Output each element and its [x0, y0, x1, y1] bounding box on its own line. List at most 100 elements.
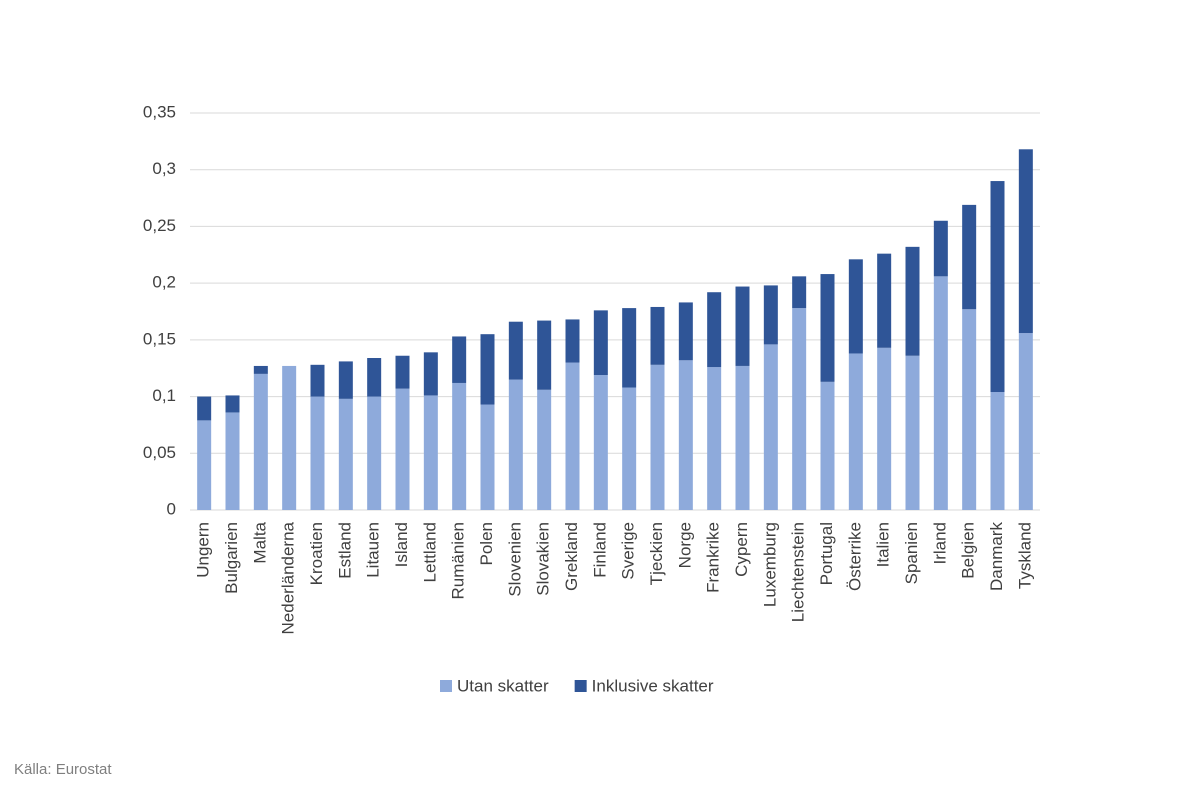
bar-segment [792, 308, 807, 510]
bar-segment [1018, 149, 1033, 334]
x-tick-label: Portugal [817, 522, 836, 585]
bar-segment [310, 364, 325, 397]
bar-segment [848, 353, 863, 510]
bar-segment [537, 320, 552, 390]
bar-segment [593, 375, 608, 510]
x-tick-label: Finland [590, 522, 609, 578]
bar-segment [820, 381, 835, 510]
bar-segment [962, 204, 977, 310]
source: Källa: Eurostat [14, 761, 112, 778]
bar-segment [933, 220, 948, 277]
bar-segment [877, 253, 892, 348]
y-tick-label: 0,05 [143, 443, 176, 462]
bar-segment [338, 398, 353, 510]
x-tick-label: Cypern [732, 522, 751, 577]
bar-segment [848, 259, 863, 354]
bar-segment [452, 382, 467, 510]
bar-segment [933, 276, 948, 510]
x-tick-label: Ungern [194, 522, 213, 578]
x-tick-label: Nederländerna [279, 521, 298, 634]
x-tick-label: Kroatien [307, 522, 326, 585]
bar-segment [990, 181, 1005, 393]
bar-segment [197, 420, 212, 510]
bar-segment [197, 396, 212, 421]
x-tick-label: Spanien [902, 522, 921, 584]
y-tick-label: 0 [167, 499, 176, 518]
bar-segment [735, 365, 750, 510]
bar-segment [480, 404, 495, 510]
legend-swatch [440, 680, 452, 692]
bar-segment [905, 355, 920, 510]
bar-segment [990, 392, 1005, 510]
bar-segment [678, 302, 693, 361]
bar-segment [225, 395, 240, 413]
legend-swatch [574, 680, 587, 692]
x-tick-label: Italien [874, 522, 893, 567]
x-tick-label: Estland [335, 522, 354, 579]
x-tick-label: Litauen [364, 522, 383, 578]
x-tick-label: Polen [477, 522, 496, 565]
bar-segment [763, 285, 778, 345]
x-tick-label: Malta [250, 521, 269, 563]
bar-segment [310, 396, 325, 510]
y-tick-label: 0,1 [152, 386, 176, 405]
x-tick-label: Danmark [987, 522, 1006, 591]
x-tick-label: Slovakien [534, 522, 553, 596]
x-tick-label: Luxemburg [760, 522, 779, 607]
y-tick-label: 0,3 [152, 159, 176, 178]
x-tick-label: Grekland [562, 522, 581, 591]
bar-segment [622, 308, 637, 388]
y-tick-label: 0,15 [143, 329, 176, 348]
x-tick-label: Tyskland [1015, 522, 1034, 589]
x-tick-label: Österrike [845, 522, 864, 591]
x-tick-label: Bulgarien [222, 522, 241, 594]
bar-segment [253, 373, 268, 510]
x-tick-label: Norge [675, 522, 694, 568]
bar-segment [395, 388, 410, 510]
bar-segment [763, 344, 778, 510]
y-tick-label: 0,2 [152, 273, 176, 292]
bar-segment [508, 321, 523, 380]
bar-segment [480, 334, 495, 405]
bar-segment [707, 367, 722, 510]
bar-segment [735, 286, 750, 366]
bar-segment [1018, 333, 1033, 510]
bar-segment [962, 309, 977, 510]
y-tick-label: 0,35 [143, 102, 176, 121]
bar-segment [367, 358, 382, 397]
x-tick-label: Slovenien [505, 522, 524, 597]
bar-segment [282, 365, 297, 510]
x-tick-label: Lettland [420, 522, 439, 583]
bar-segment [565, 319, 580, 363]
bar-segment [707, 292, 722, 368]
x-tick-label: Liechtenstein [789, 522, 808, 622]
bar-segment [395, 355, 410, 389]
bar-segment [792, 276, 807, 309]
bar-segment [905, 246, 920, 356]
bar-segment [367, 396, 382, 510]
x-tick-label: Frankrike [704, 522, 723, 593]
bar-segment [225, 412, 240, 510]
legend-label: Inklusive skatter [592, 676, 714, 695]
bar-segment [423, 352, 438, 396]
x-tick-label: Irland [930, 522, 949, 565]
bar-segment [820, 274, 835, 382]
x-tick-label: Tjeckien [647, 522, 666, 585]
x-tick-label: Belgien [959, 522, 978, 579]
y-tick-label: 0,25 [143, 216, 176, 235]
bar-segment [537, 389, 552, 510]
bar-segment [650, 306, 665, 365]
legend-label: Utan skatter [457, 676, 549, 695]
x-tick-label: Sverige [619, 522, 638, 580]
bar-segment [565, 362, 580, 510]
bar-segment [678, 360, 693, 510]
bar-segment [650, 364, 665, 510]
bar-segment [508, 379, 523, 510]
x-tick-label: Rumänien [449, 522, 468, 600]
bar-segment [338, 361, 353, 399]
bar-segment [593, 310, 608, 376]
bar-segment [622, 387, 637, 510]
bar-segment [253, 365, 268, 374]
bar-segment [423, 395, 438, 510]
